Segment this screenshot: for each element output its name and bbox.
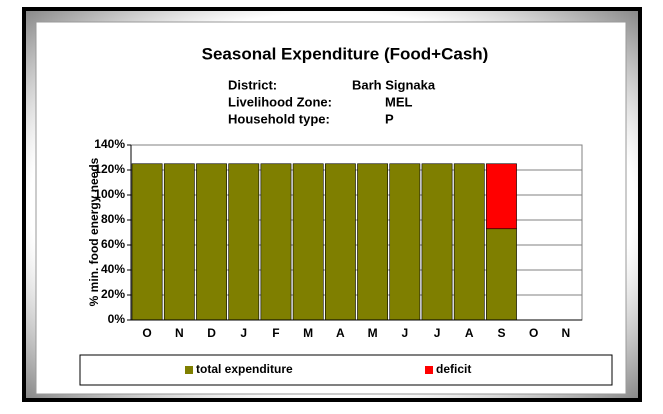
bar-segment (453, 163, 485, 321)
y-tick-label: 100% (94, 187, 125, 201)
bar-segment (486, 228, 517, 321)
x-tick-label: A (465, 326, 474, 340)
bar-segment (131, 163, 163, 321)
x-tick-label: N (562, 326, 571, 340)
x-tick-label: J (240, 326, 247, 340)
x-tick-label: F (272, 326, 279, 340)
x-tick-label: O (142, 326, 151, 340)
info-label: District: (228, 77, 277, 92)
x-tick-label: A (336, 326, 345, 340)
x-tick-label: M (368, 326, 378, 340)
info-value: MEL (385, 94, 413, 109)
bar-segment (486, 163, 517, 230)
info-label: Livelihood Zone: (228, 94, 332, 109)
legend-label: deficit (436, 362, 471, 376)
y-tick-label: 80% (101, 212, 125, 226)
y-axis-label: % min. food energy needs (87, 157, 101, 306)
legend-label: total expenditure (196, 362, 293, 376)
x-tick-label: J (434, 326, 441, 340)
y-tick-label: 140% (94, 137, 125, 151)
x-tick-label: S (497, 326, 505, 340)
bar-segment (196, 163, 227, 321)
bar-segment (292, 163, 324, 321)
x-tick-label: O (529, 326, 538, 340)
bar-segment (260, 163, 292, 321)
info-label: Household type: (228, 111, 330, 126)
chart-title: Seasonal Expenditure (Food+Cash) (202, 44, 489, 63)
y-tick-label: 60% (101, 237, 125, 251)
x-tick-label: J (401, 326, 408, 340)
info-value: P (385, 111, 394, 126)
bar-segment (357, 163, 389, 321)
x-tick-label: M (303, 326, 313, 340)
bar-segment (421, 163, 453, 321)
legend (79, 354, 613, 386)
bar-segment (324, 163, 356, 321)
legend-swatch (425, 366, 433, 374)
y-tick-label: 120% (94, 162, 125, 176)
y-tick-label: 0% (108, 312, 126, 326)
y-tick-label: 40% (101, 262, 125, 276)
x-tick-label: N (175, 326, 184, 340)
bar-segment (228, 163, 260, 321)
y-tick-label: 20% (101, 287, 125, 301)
bar-segment (163, 163, 195, 321)
info-value: Barh Signaka (352, 77, 436, 92)
bar-segment (389, 163, 421, 321)
x-tick-label: D (207, 326, 216, 340)
legend-swatch (185, 366, 193, 374)
